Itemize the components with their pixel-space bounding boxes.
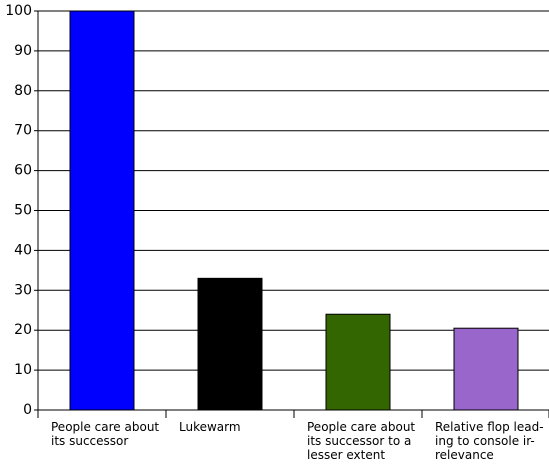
x-tick-label: People care about its successor to a les… (307, 420, 416, 462)
x-tick-label: People care about its successor (51, 420, 160, 448)
y-tick-label: 80 (14, 83, 32, 99)
bar (197, 277, 263, 411)
y-tick-label: 50 (14, 203, 32, 219)
y-tick-label: 10 (14, 362, 32, 378)
bar (69, 10, 135, 411)
y-tick-label: 20 (14, 322, 32, 338)
y-tick-label: 70 (14, 123, 32, 139)
bar (453, 327, 519, 411)
y-tick-label: 90 (14, 43, 32, 59)
y-tick-label: 30 (14, 282, 32, 298)
x-tick-label: Relative flop lead- ing to console ir- r… (435, 420, 544, 462)
y-tick-label: 0 (23, 402, 32, 418)
x-tick-label: Lukewarm (179, 420, 241, 434)
y-tick-label: 60 (14, 163, 32, 179)
y-tick-label: 40 (14, 242, 32, 258)
y-tick-label: 100 (5, 3, 32, 19)
bar (325, 313, 391, 411)
